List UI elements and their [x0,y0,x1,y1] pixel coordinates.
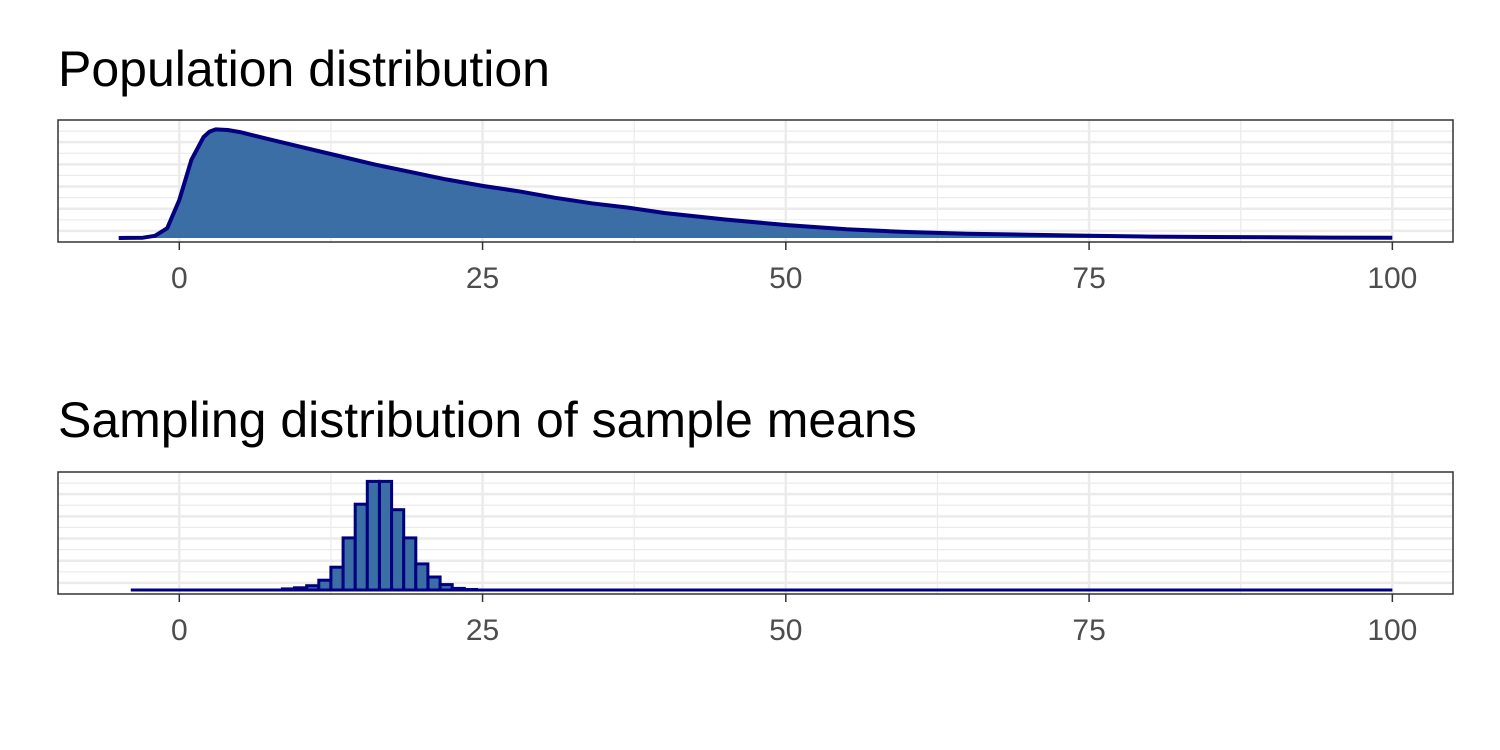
sampling-panel-title: Sampling distribution of sample means [58,392,917,448]
population-plot-area [57,119,1454,243]
sampling-panel-border [57,471,1454,595]
x-tick-label: 25 [466,262,499,295]
x-tick-label: 75 [1072,614,1105,647]
histogram-bar [317,578,333,592]
histogram-bar [341,536,357,592]
histogram-bar [280,587,296,592]
population-panel: Population distribution 0 25 50 75 100 [57,41,1454,295]
histogram-bar [414,562,430,592]
x-tick-label: 50 [769,262,802,295]
x-tick-label: 25 [466,614,499,647]
density-line [118,127,1393,240]
histogram-bar [390,508,406,592]
sampling-plot-area [57,471,1454,595]
x-tick-label: 75 [1072,262,1105,295]
population-panel-border [57,119,1454,243]
density-area [118,129,1393,238]
x-tick-label: 50 [769,614,802,647]
x-tick-label: 0 [171,614,188,647]
sampling-grid [58,472,1453,594]
histogram-bar [353,502,369,592]
histogram-bar [438,583,454,592]
histogram-bar [462,588,478,592]
histogram-bar [293,586,309,592]
histogram-bar [378,479,394,592]
histogram-bar [402,536,418,592]
x-tick-label: 0 [171,262,188,295]
histogram-bar [365,479,381,592]
x-tick-label: 100 [1367,614,1417,647]
histogram-bar [305,584,321,592]
histogram-bar [329,565,345,592]
histogram-bar [450,586,466,592]
histogram-bar [426,575,442,592]
x-tick-label: 100 [1367,262,1417,295]
plot-background [58,472,1453,594]
sampling-histogram-marks [130,479,1393,592]
sampling-panel: Sampling distribution of sample means 0 2… [57,392,1454,647]
sampling-x-axis: 0 25 50 75 100 [171,594,1417,647]
population-density-marks [118,127,1393,240]
population-x-axis: 0 25 50 75 100 [171,242,1417,295]
population-panel-title: Population distribution [58,41,550,97]
